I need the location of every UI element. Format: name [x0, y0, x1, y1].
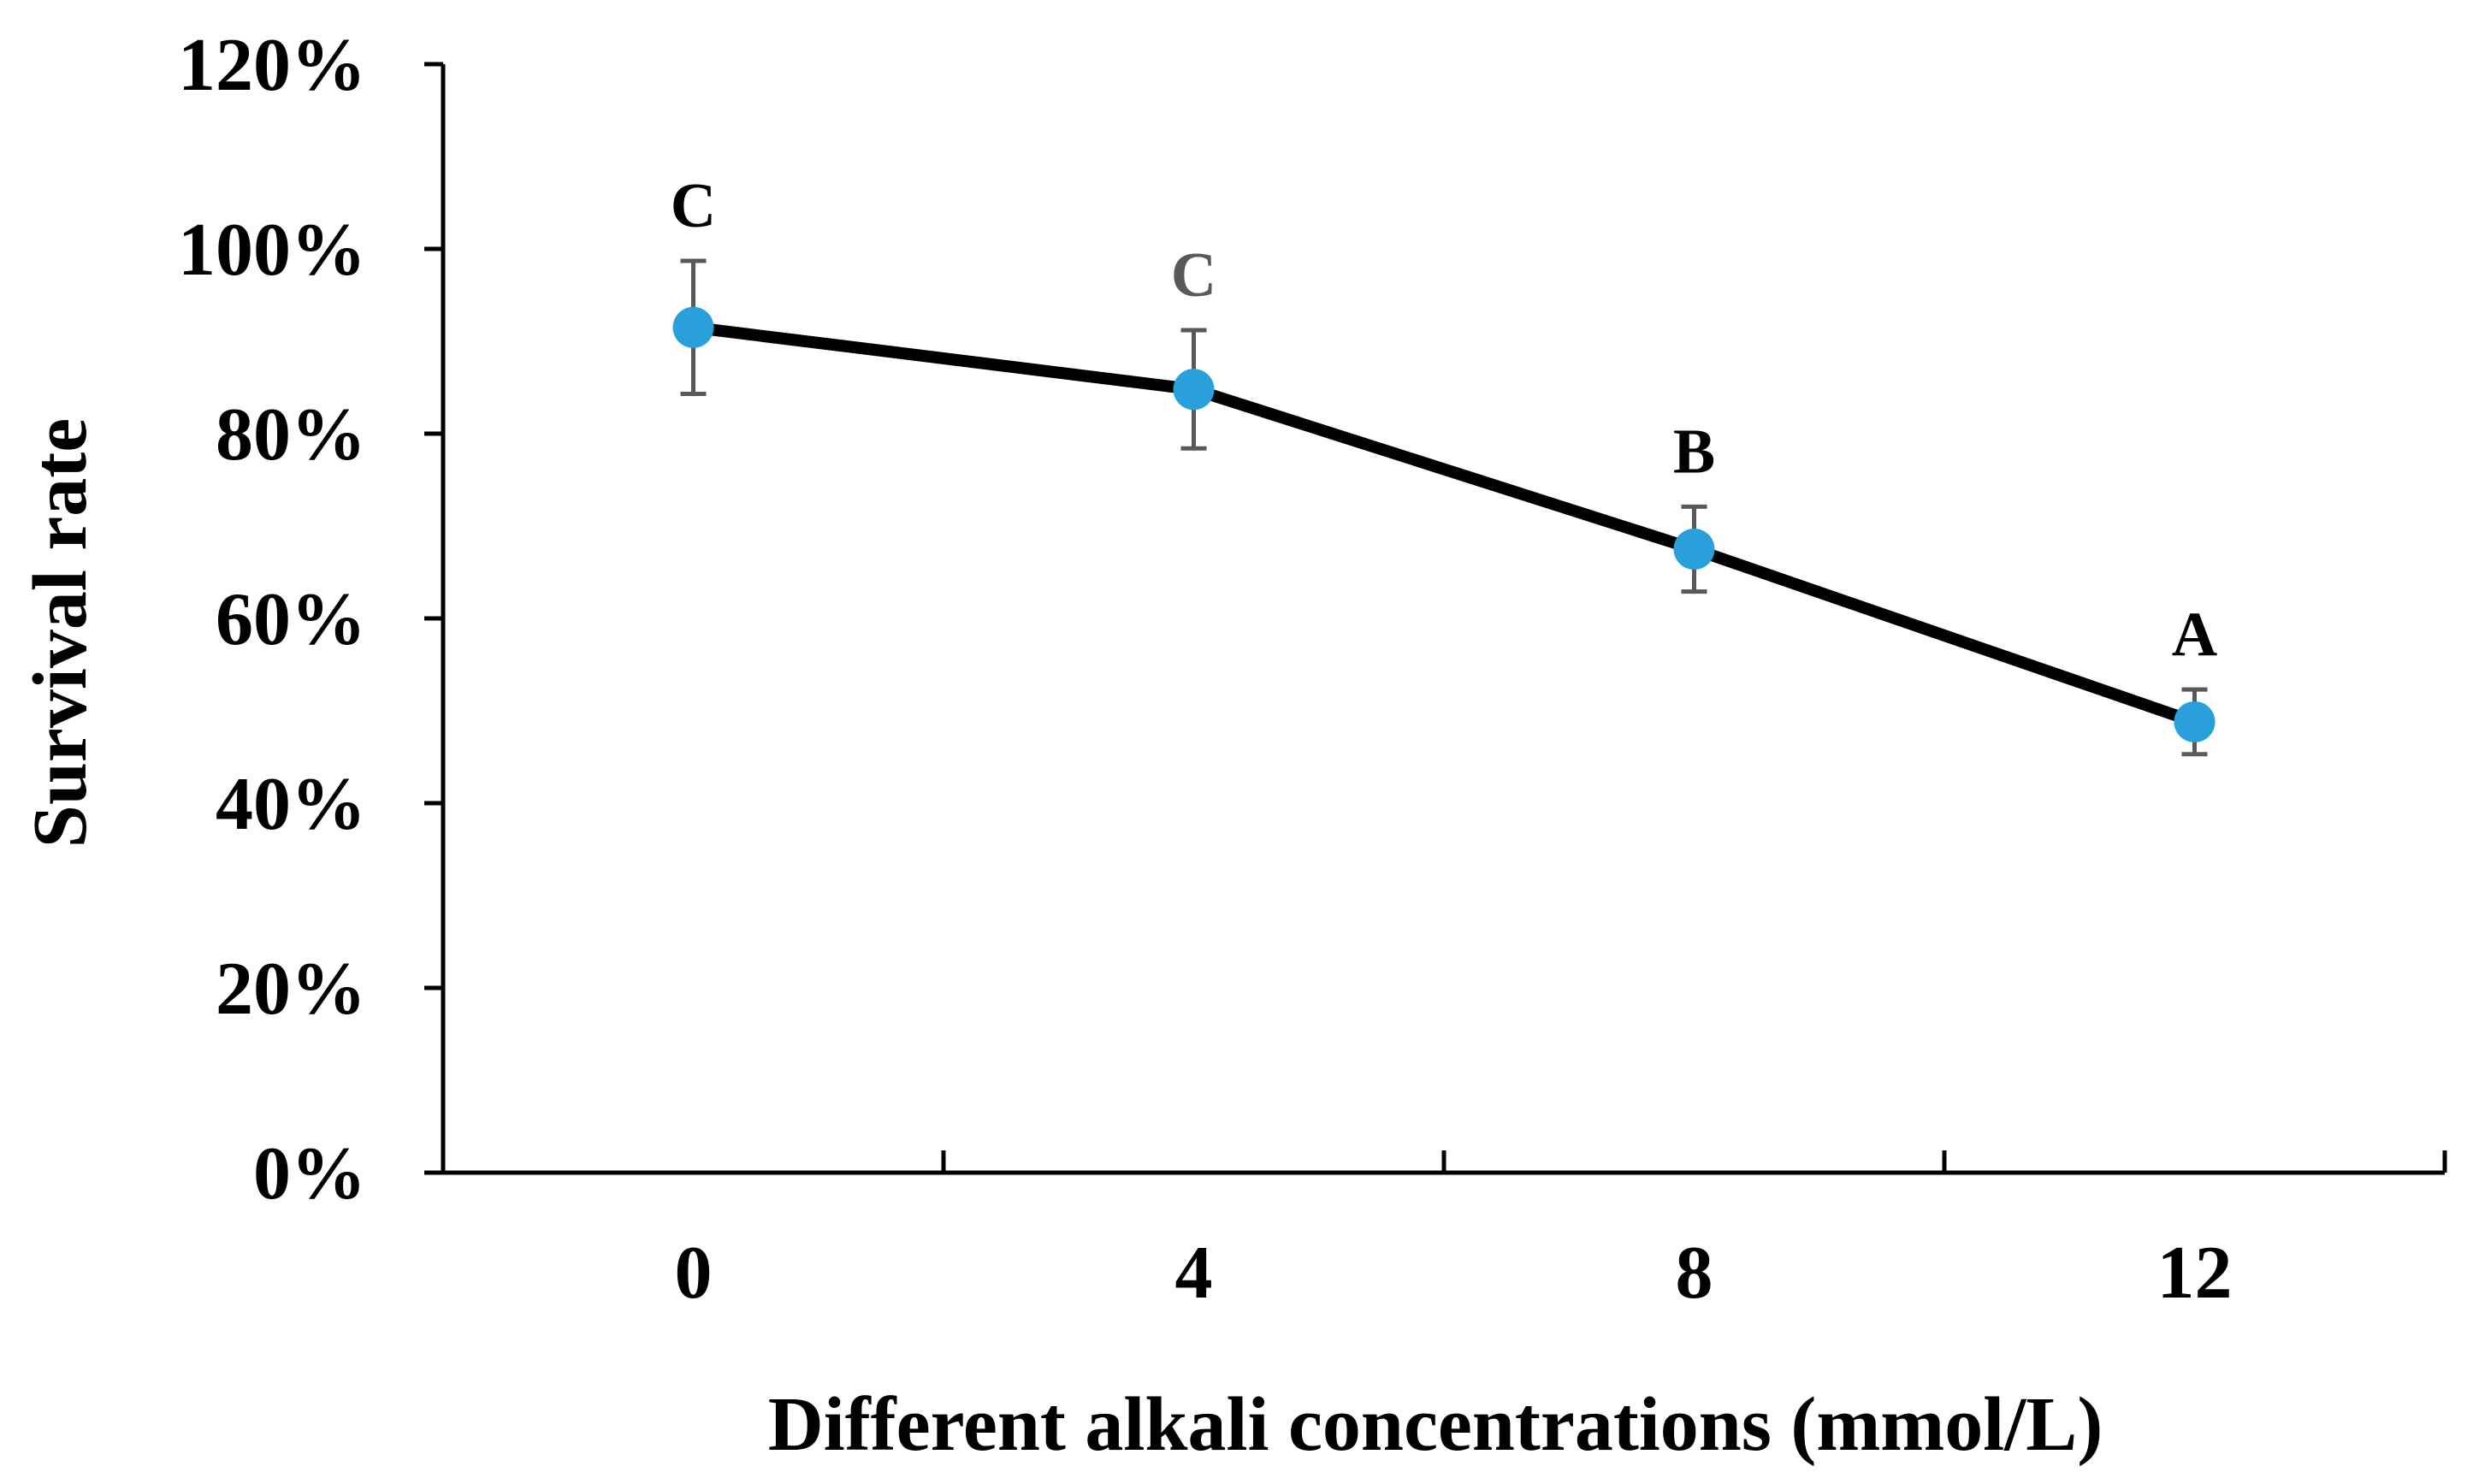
- significance-letter: A: [2172, 600, 2217, 670]
- data-markers: [672, 306, 2216, 742]
- data-point: [1173, 369, 1215, 411]
- significance-letter: C: [1171, 240, 1216, 310]
- y-tick-label: 120%: [178, 24, 366, 107]
- data-point: [672, 306, 714, 348]
- y-tick-label: 80%: [216, 393, 366, 476]
- data-point: [1673, 529, 1715, 570]
- x-tick-label: 12: [2157, 1232, 2233, 1315]
- x-tick-label: 8: [1676, 1232, 1713, 1315]
- significance-letter: C: [671, 171, 716, 241]
- y-tick-label: 20%: [216, 948, 366, 1031]
- series-line: [692, 321, 2197, 728]
- y-tick-label: 60%: [216, 578, 366, 661]
- significance-letter: B: [1673, 417, 1715, 487]
- y-tick-label: 40%: [216, 763, 366, 846]
- y-tick-label: 0%: [253, 1132, 366, 1215]
- x-axis-title: Different alkali concentrations (mmol/L): [768, 1382, 2103, 1467]
- y-tick-label: 100%: [178, 209, 366, 292]
- data-point: [2174, 701, 2216, 742]
- axes: [441, 64, 2445, 1175]
- x-axis-ticks: 0 4 8 12: [441, 1150, 2447, 1315]
- y-axis-title: Survival rate: [18, 418, 103, 848]
- series-line-group: [692, 321, 2197, 728]
- significance-labels: C C B A: [671, 171, 2217, 670]
- error-bars: [680, 258, 2208, 757]
- x-tick-label: 0: [675, 1232, 713, 1315]
- x-tick-label: 4: [1175, 1232, 1213, 1315]
- y-axis-ticks: 0% 20% 40% 60% 80% 100% 120%: [178, 24, 443, 1215]
